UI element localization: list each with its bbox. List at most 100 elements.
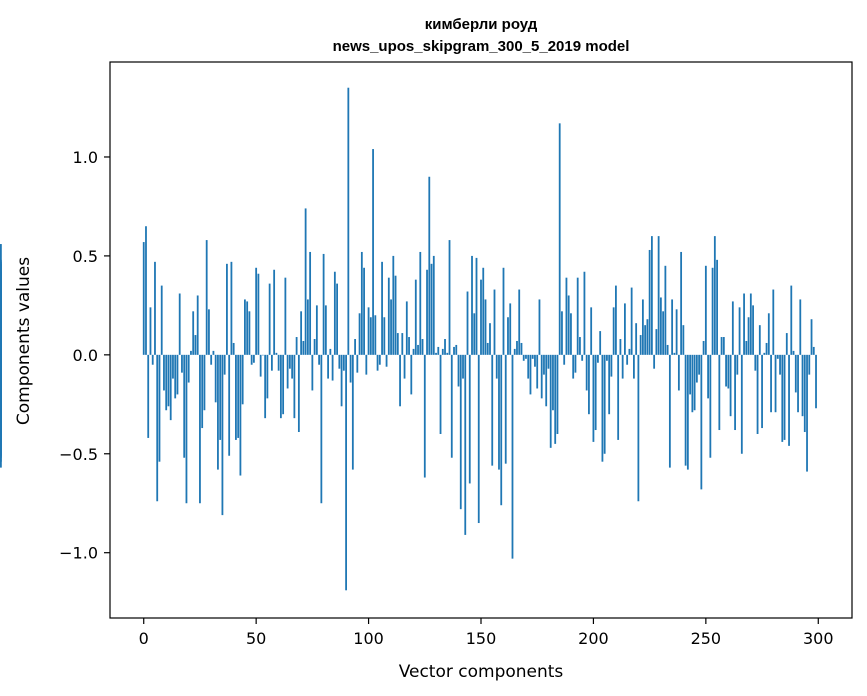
bar-136 (448, 240, 451, 355)
bar-261 (729, 354, 732, 417)
bar-133 (441, 348, 444, 355)
bar-167 (518, 289, 521, 355)
bar-225 (648, 249, 651, 355)
bar-63 (284, 277, 287, 355)
bar-251 (707, 354, 709, 399)
bar-240 (682, 325, 685, 355)
bar-146 (471, 255, 473, 355)
bar-40 (232, 342, 235, 355)
bar-36 (223, 354, 226, 375)
bar-47 (248, 311, 251, 355)
bar-3 (149, 307, 152, 355)
bar-169 (522, 354, 525, 361)
bar-204 (601, 354, 604, 462)
y-tick-label: 0.5 (73, 247, 98, 266)
bar-176 (538, 299, 541, 355)
bar-238 (677, 354, 680, 391)
bar-109 (387, 277, 390, 355)
bar-52 (259, 354, 262, 377)
chart-title: кимберли роуд (425, 16, 538, 33)
bar-296 (808, 354, 811, 375)
bar-106 (381, 261, 383, 355)
bar-256 (718, 354, 721, 431)
bar-195 (581, 354, 584, 361)
bar-125 (423, 354, 426, 478)
bar-84 (331, 354, 334, 381)
bars-group (0, 87, 817, 591)
bar-182 (552, 354, 554, 411)
bar-223 (644, 325, 647, 355)
bar-289 (792, 350, 795, 355)
bar-132 (439, 354, 442, 434)
x-tick-label: 200 (578, 629, 609, 648)
bar-79 (320, 354, 323, 504)
bar-135 (446, 352, 449, 355)
bar-183 (554, 354, 557, 444)
bar-21 (190, 350, 192, 355)
bar-220 (637, 354, 640, 502)
bar-194 (579, 337, 581, 355)
bar-58 (273, 269, 276, 355)
bar-28 (205, 240, 208, 355)
chart-subtitle: news_upos_skipgram_300_5_2019 model (333, 38, 630, 55)
bar-291 (797, 354, 799, 413)
bar-81 (324, 305, 327, 355)
bar-17 (181, 354, 183, 373)
bar-213 (621, 354, 624, 379)
bar-216 (628, 348, 631, 355)
bar-275 (761, 354, 763, 429)
bar-24 (196, 295, 199, 355)
bar-91 (347, 87, 350, 355)
bar-252 (709, 354, 712, 458)
bar-105 (378, 354, 381, 365)
bar-118 (408, 337, 410, 355)
bar-237 (675, 309, 678, 355)
bar-64 (286, 354, 289, 389)
bar-89 (342, 354, 345, 371)
bar-267 (743, 293, 745, 355)
bar-86 (336, 283, 338, 355)
bar-215 (626, 354, 629, 365)
bar-190 (570, 313, 572, 355)
bar-90 (345, 354, 347, 591)
bar-229 (657, 236, 660, 355)
bar-234 (668, 354, 671, 468)
x-tick-label: 0 (139, 629, 149, 648)
bar-undefined (0, 244, 2, 355)
bar-59 (275, 352, 278, 355)
bar-142 (462, 354, 464, 379)
bar-155 (491, 354, 494, 466)
x-tick-label: 300 (803, 629, 834, 648)
bar-67 (293, 354, 296, 419)
bar-147 (473, 313, 476, 355)
bar-172 (529, 354, 532, 395)
bar-221 (639, 335, 642, 355)
bar-157 (495, 354, 498, 379)
bar-200 (592, 354, 595, 442)
bar-71 (302, 340, 305, 355)
bar-66 (291, 354, 294, 379)
bar-211 (617, 354, 620, 440)
bar-260 (727, 354, 730, 389)
bar-undefined (0, 327, 2, 355)
bar-226 (650, 236, 653, 355)
bar-123 (419, 251, 422, 355)
bar-114 (399, 354, 401, 407)
bar-61 (279, 354, 282, 419)
bar-175 (536, 354, 539, 389)
bar-174 (534, 354, 536, 367)
bar-19 (185, 354, 188, 504)
bar-137 (450, 354, 453, 458)
bar-45 (244, 299, 246, 355)
bar-207 (608, 354, 611, 415)
bar-292 (799, 299, 802, 355)
bar-228 (655, 329, 658, 355)
bar-85 (333, 271, 336, 355)
bar-235 (671, 299, 674, 355)
bar-32 (214, 354, 217, 403)
bar-23 (194, 335, 197, 355)
bar-212 (619, 339, 622, 355)
bar-108 (385, 354, 388, 367)
bar-198 (588, 354, 590, 415)
bar-257 (720, 337, 723, 355)
